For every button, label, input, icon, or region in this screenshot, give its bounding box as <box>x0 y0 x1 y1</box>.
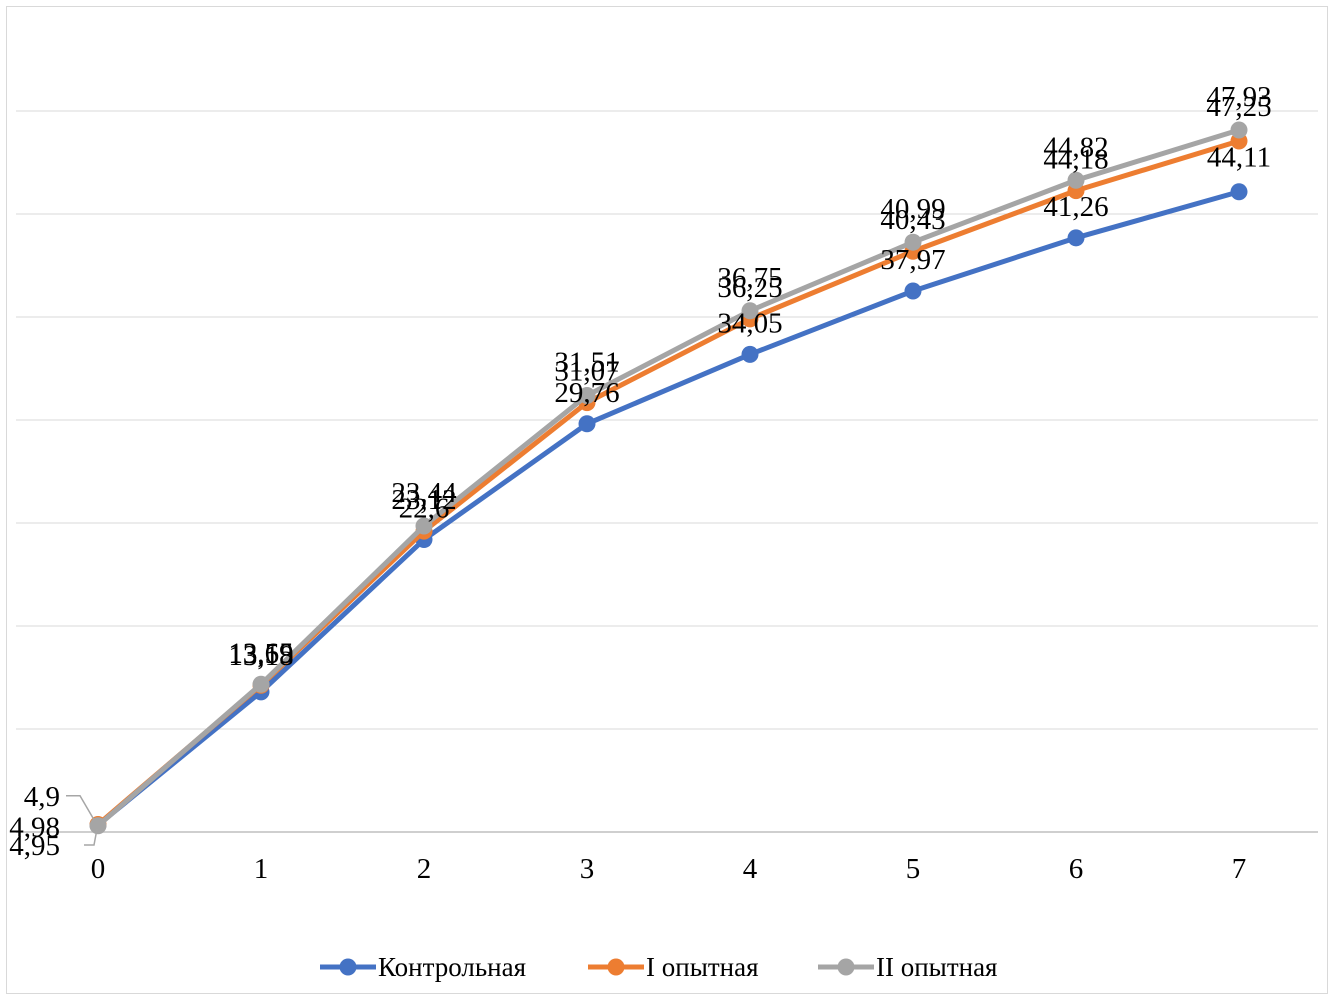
data-point-control <box>1067 229 1085 247</box>
gridlines <box>16 110 1318 833</box>
data-label-exp-1: 44,18 <box>1043 144 1108 176</box>
x-tick-label: 5 <box>906 853 921 885</box>
legend: Контрольная I опытная II опытная <box>320 952 997 982</box>
x-tick-label: 2 <box>417 853 432 885</box>
series-line-control <box>95 189 1242 828</box>
data-label-exp-2: 23,44 <box>391 477 457 509</box>
data-label-exp-2: 13,65 <box>228 637 293 669</box>
data-point-exp-2 <box>904 233 922 251</box>
data-point-exp-2 <box>578 386 596 404</box>
data-point-control <box>904 282 922 300</box>
data-point-exp-2 <box>415 517 433 535</box>
data-label-exp-2: 47,93 <box>1206 81 1271 113</box>
legend-marker-exp-2 <box>837 958 855 976</box>
data-labels: 4,95 13,18 22,6 29,76 34,05 37,97 41,26 44,11 4,… <box>9 81 1271 862</box>
legend-label-exp-1: I опытная <box>646 952 758 982</box>
x-tick-label: 1 <box>254 853 269 885</box>
legend-marker-exp-1 <box>607 958 625 976</box>
x-tick-label: 3 <box>580 853 595 885</box>
x-tick-label: 6 <box>1069 853 1084 885</box>
data-label-control: 29,76 <box>554 377 619 409</box>
data-point-exp-2 <box>1067 171 1085 189</box>
data-label-exp-1: 4,98 <box>9 811 60 843</box>
data-point-control <box>1230 183 1248 201</box>
data-label-control: 44,11 <box>1207 142 1271 174</box>
data-label-exp-1: 36,25 <box>717 272 782 304</box>
x-tick-label: 4 <box>743 853 758 885</box>
data-label-exp-1: 23,12 <box>391 484 456 516</box>
data-point-exp-2 <box>89 817 107 835</box>
leader-line <box>66 795 95 821</box>
data-label-control: 34,05 <box>717 307 782 339</box>
data-label-exp-2: 40,99 <box>880 193 945 225</box>
data-label-control: 37,97 <box>880 244 945 276</box>
data-label-control: 4,95 <box>9 830 60 862</box>
data-label-exp-1: 40,43 <box>880 204 945 236</box>
data-point-exp-2 <box>252 675 270 693</box>
data-label-control: 13,18 <box>228 640 293 672</box>
legend-label-control: Контрольная <box>378 952 526 982</box>
data-label-exp-1: 31,07 <box>554 356 619 388</box>
data-point-control <box>578 415 596 433</box>
x-tick-label: 0 <box>91 853 106 885</box>
data-label-exp-2: 4,9 <box>24 781 60 813</box>
legend-label-exp-2: II опытная <box>876 952 997 982</box>
series-lines <box>89 121 1248 835</box>
series-line-exp-2 <box>95 127 1242 829</box>
data-label-exp-2: 36,75 <box>717 262 782 294</box>
data-label-control: 41,26 <box>1043 191 1108 223</box>
data-label-exp-1: 13,59 <box>228 638 293 670</box>
data-label-exp-1: 47,25 <box>1206 91 1271 123</box>
x-axis: 0 1 2 3 4 5 6 7 <box>91 853 1247 885</box>
data-label-control: 22,6 <box>399 493 450 525</box>
data-point-exp-2 <box>741 302 759 320</box>
data-point-exp-2 <box>1230 121 1248 139</box>
data-label-exp-2: 44,82 <box>1043 131 1108 163</box>
leader-line <box>84 828 98 846</box>
data-point-control <box>741 345 759 363</box>
data-label-exp-2: 31,51 <box>554 346 619 378</box>
x-tick-label: 7 <box>1232 853 1247 885</box>
legend-marker-control <box>339 958 357 976</box>
series-line-exp-1 <box>95 138 1242 827</box>
